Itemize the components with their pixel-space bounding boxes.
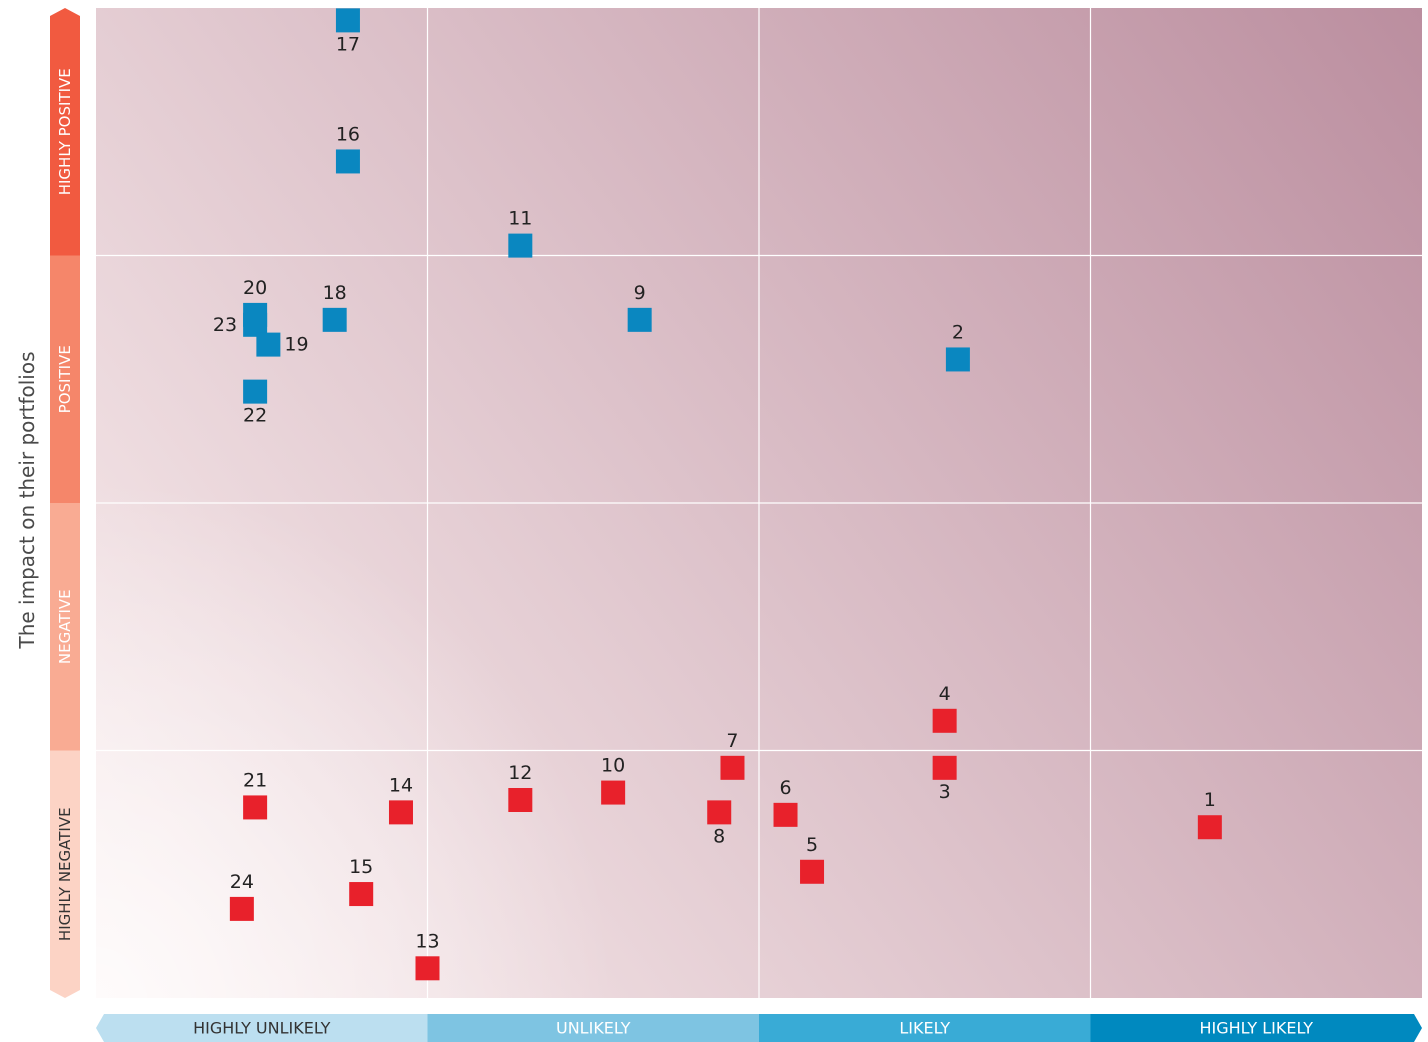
x-category-band xyxy=(759,1014,1091,1042)
data-point-marker xyxy=(335,149,360,174)
data-point-marker xyxy=(508,788,533,812)
data-point-marker xyxy=(508,233,533,258)
data-point-label: 2 xyxy=(952,321,964,343)
data-point-label: 8 xyxy=(713,825,725,847)
y-category-band xyxy=(50,255,80,503)
data-point-marker xyxy=(773,802,798,827)
y-category-band xyxy=(50,750,80,998)
data-point-label: 9 xyxy=(634,282,646,304)
data-point-label: 3 xyxy=(939,781,951,803)
data-point-label: 7 xyxy=(726,730,738,752)
data-point-marker xyxy=(243,795,268,820)
y-category-label: POSITIVE xyxy=(56,345,74,413)
data-point-marker xyxy=(322,307,347,332)
data-point-label: 17 xyxy=(336,33,360,55)
data-point-label: 18 xyxy=(323,282,347,304)
data-point-marker xyxy=(932,708,957,733)
data-point-label: 19 xyxy=(284,334,308,356)
data-point-label: 14 xyxy=(389,774,413,796)
data-point-marker xyxy=(335,8,360,33)
data-point-label: 1 xyxy=(1204,789,1216,811)
data-point-marker xyxy=(229,896,254,921)
x-category-label: HIGHLY LIKELY xyxy=(1199,1019,1313,1038)
x-category-label: UNLIKELY xyxy=(556,1019,631,1038)
y-category-band xyxy=(50,503,80,751)
data-point-label: 4 xyxy=(939,683,951,705)
data-point-marker xyxy=(932,755,957,780)
data-point-marker xyxy=(800,859,825,884)
data-point-label: 13 xyxy=(415,930,439,952)
data-point-label: 23 xyxy=(213,314,237,336)
data-point-label: 24 xyxy=(230,871,254,893)
y-category-band xyxy=(50,8,80,256)
data-point-marker xyxy=(415,956,440,981)
data-point-label: 10 xyxy=(601,755,625,777)
data-point-label: 5 xyxy=(806,834,818,856)
data-point-marker xyxy=(720,755,745,780)
data-point-marker xyxy=(256,332,281,357)
data-point-marker xyxy=(243,379,268,404)
y-category-label: HIGHLY NEGATIVE xyxy=(56,807,74,941)
data-point-marker xyxy=(349,882,374,907)
data-point-label: 12 xyxy=(508,762,532,784)
data-point-marker xyxy=(627,307,652,332)
x-category-label: HIGHLY UNLIKELY xyxy=(193,1019,331,1038)
y-category-label: HIGHLY POSITIVE xyxy=(56,68,74,195)
x-category-band xyxy=(96,1014,428,1042)
data-point-label: 20 xyxy=(243,277,267,299)
data-point-marker xyxy=(945,347,970,372)
data-point-label: 22 xyxy=(243,405,267,427)
data-point-marker xyxy=(707,800,732,825)
data-point-marker xyxy=(601,780,626,805)
data-point-label: 15 xyxy=(349,856,373,878)
data-point-label: 6 xyxy=(779,777,791,799)
x-category-band xyxy=(1090,1014,1422,1042)
data-point-marker xyxy=(1197,815,1222,840)
data-point-marker xyxy=(388,800,413,825)
data-point-label: 16 xyxy=(336,123,360,145)
data-point-label: 11 xyxy=(508,208,532,230)
y-category-label: NEGATIVE xyxy=(56,589,74,664)
x-category-label: LIKELY xyxy=(899,1019,950,1038)
data-point-label: 21 xyxy=(243,769,267,791)
x-category-band xyxy=(427,1014,759,1042)
